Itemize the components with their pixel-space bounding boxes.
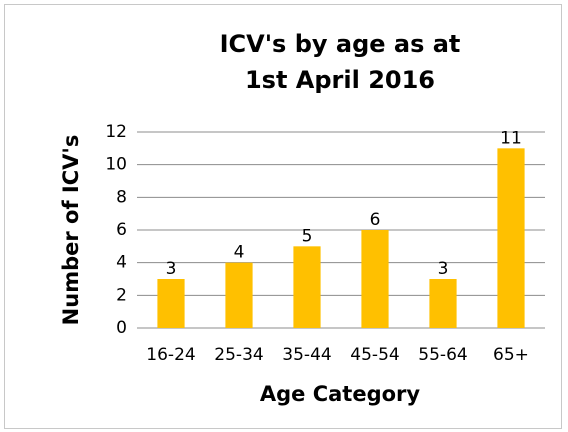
bar bbox=[293, 246, 321, 328]
x-tick-label: 35-44 bbox=[282, 345, 331, 365]
y-tick-label: 6 bbox=[116, 220, 127, 240]
data-label: 3 bbox=[166, 259, 177, 279]
x-tick-label: 45-54 bbox=[350, 345, 399, 365]
chart-title: ICV's by age as at bbox=[220, 30, 461, 58]
bar bbox=[157, 279, 185, 328]
x-axis-title: Age Category bbox=[260, 382, 421, 406]
x-tick-label: 25-34 bbox=[214, 345, 263, 365]
y-tick-label: 0 bbox=[116, 318, 127, 338]
chart-border bbox=[4, 4, 562, 429]
chart-title: 1st April 2016 bbox=[245, 66, 435, 94]
y-tick-label: 2 bbox=[116, 285, 127, 305]
data-label: 3 bbox=[438, 259, 449, 279]
bar bbox=[497, 148, 525, 328]
x-tick-label: 65+ bbox=[493, 345, 529, 365]
bar bbox=[361, 230, 389, 328]
bar bbox=[429, 279, 457, 328]
data-label: 6 bbox=[370, 210, 381, 230]
data-label: 4 bbox=[234, 243, 245, 263]
bar bbox=[225, 262, 253, 328]
x-tick-label: 16-24 bbox=[146, 345, 195, 365]
y-tick-label: 10 bbox=[105, 155, 127, 175]
x-tick-label: 55-64 bbox=[418, 345, 467, 365]
data-label: 5 bbox=[302, 226, 313, 246]
y-tick-label: 8 bbox=[116, 187, 127, 207]
y-axis-title: Number of ICV's bbox=[59, 135, 83, 326]
y-tick-label: 4 bbox=[116, 253, 127, 273]
data-label: 11 bbox=[500, 128, 522, 148]
y-tick-label: 12 bbox=[105, 122, 127, 142]
